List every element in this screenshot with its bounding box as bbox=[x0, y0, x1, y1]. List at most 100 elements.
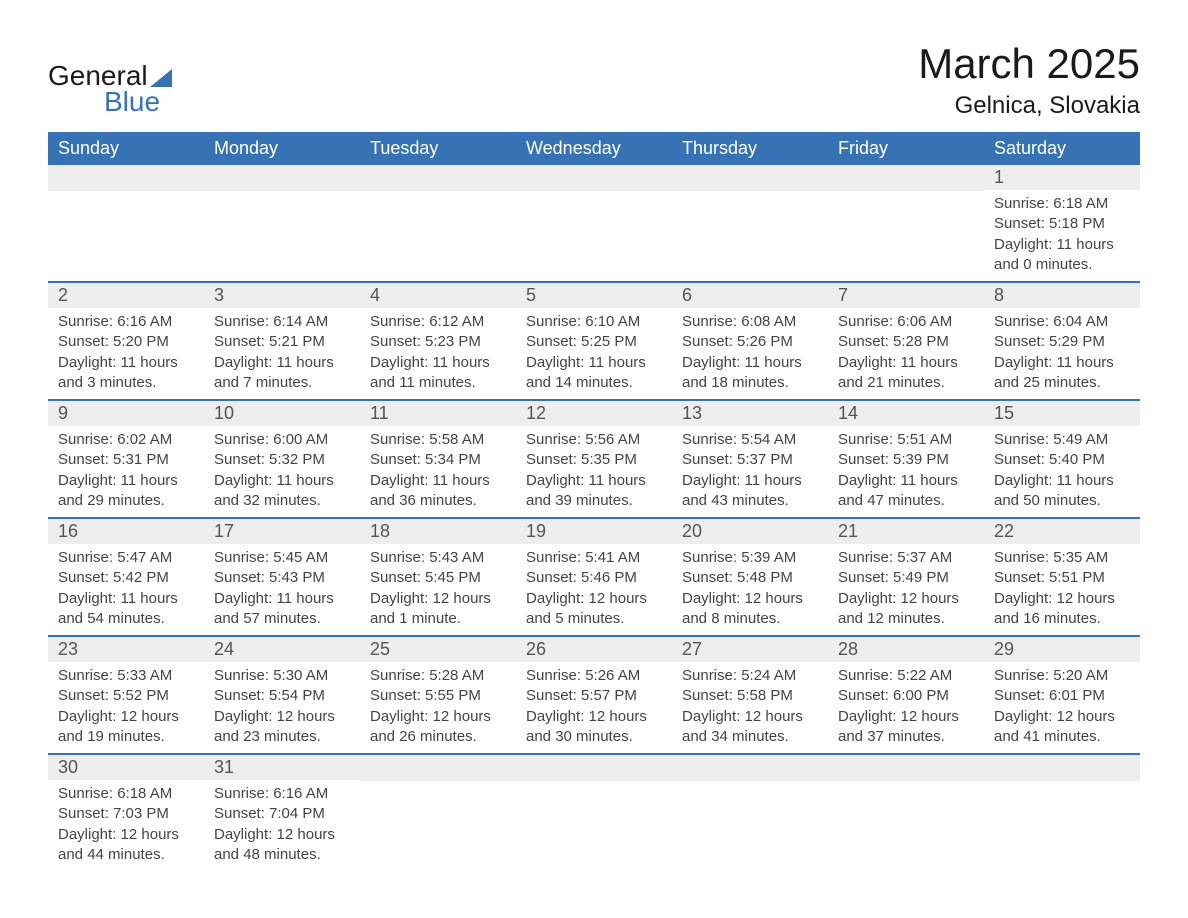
day-details: Sunrise: 5:41 AMSunset: 5:46 PMDaylight:… bbox=[516, 544, 672, 635]
day-cell: 28Sunrise: 5:22 AMSunset: 6:00 PMDayligh… bbox=[828, 636, 984, 754]
day-cell bbox=[360, 754, 516, 871]
day-sunset: Sunset: 5:29 PM bbox=[994, 332, 1130, 352]
logo-triangle-icon bbox=[150, 69, 172, 87]
day-daylight1: Daylight: 12 hours bbox=[58, 707, 194, 727]
day-cell: 10Sunrise: 6:00 AMSunset: 5:32 PMDayligh… bbox=[204, 400, 360, 518]
empty-day-details bbox=[672, 191, 828, 251]
day-number: 10 bbox=[204, 401, 360, 426]
day-daylight2: and 30 minutes. bbox=[526, 727, 662, 747]
day-sunset: Sunset: 7:03 PM bbox=[58, 804, 194, 824]
day-daylight1: Daylight: 12 hours bbox=[58, 825, 194, 845]
empty-day-bar bbox=[984, 755, 1140, 781]
day-daylight2: and 43 minutes. bbox=[682, 491, 818, 511]
day-number: 5 bbox=[516, 283, 672, 308]
day-cell: 9Sunrise: 6:02 AMSunset: 5:31 PMDaylight… bbox=[48, 400, 204, 518]
day-number: 23 bbox=[48, 637, 204, 662]
empty-day-details bbox=[516, 781, 672, 841]
day-daylight2: and 18 minutes. bbox=[682, 373, 818, 393]
day-details: Sunrise: 6:00 AMSunset: 5:32 PMDaylight:… bbox=[204, 426, 360, 517]
empty-day-details bbox=[672, 781, 828, 841]
day-details: Sunrise: 5:33 AMSunset: 5:52 PMDaylight:… bbox=[48, 662, 204, 753]
day-sunrise: Sunrise: 6:08 AM bbox=[682, 312, 818, 332]
week-row: 2Sunrise: 6:16 AMSunset: 5:20 PMDaylight… bbox=[48, 282, 1140, 400]
day-details: Sunrise: 6:16 AMSunset: 5:20 PMDaylight:… bbox=[48, 308, 204, 399]
day-sunrise: Sunrise: 5:47 AM bbox=[58, 548, 194, 568]
day-sunrise: Sunrise: 6:04 AM bbox=[994, 312, 1130, 332]
day-sunrise: Sunrise: 5:33 AM bbox=[58, 666, 194, 686]
day-number: 17 bbox=[204, 519, 360, 544]
day-cell: 8Sunrise: 6:04 AMSunset: 5:29 PMDaylight… bbox=[984, 282, 1140, 400]
day-sunset: Sunset: 5:39 PM bbox=[838, 450, 974, 470]
day-cell: 4Sunrise: 6:12 AMSunset: 5:23 PMDaylight… bbox=[360, 282, 516, 400]
empty-day-bar bbox=[48, 165, 204, 191]
day-sunrise: Sunrise: 5:22 AM bbox=[838, 666, 974, 686]
empty-day-bar bbox=[360, 165, 516, 191]
day-daylight1: Daylight: 11 hours bbox=[58, 471, 194, 491]
calendar-body: 1Sunrise: 6:18 AMSunset: 5:18 PMDaylight… bbox=[48, 165, 1140, 871]
day-details: Sunrise: 6:06 AMSunset: 5:28 PMDaylight:… bbox=[828, 308, 984, 399]
logo-text-blue: Blue bbox=[104, 86, 172, 118]
day-cell: 12Sunrise: 5:56 AMSunset: 5:35 PMDayligh… bbox=[516, 400, 672, 518]
day-header-wednesday: Wednesday bbox=[516, 132, 672, 165]
day-daylight1: Daylight: 12 hours bbox=[838, 707, 974, 727]
week-row: 1Sunrise: 6:18 AMSunset: 5:18 PMDaylight… bbox=[48, 165, 1140, 282]
day-daylight2: and 23 minutes. bbox=[214, 727, 350, 747]
empty-day-bar bbox=[204, 165, 360, 191]
day-daylight2: and 54 minutes. bbox=[58, 609, 194, 629]
empty-day-details bbox=[204, 191, 360, 251]
empty-day-details bbox=[984, 781, 1140, 841]
day-daylight2: and 36 minutes. bbox=[370, 491, 506, 511]
day-cell bbox=[828, 165, 984, 282]
day-sunrise: Sunrise: 5:56 AM bbox=[526, 430, 662, 450]
day-sunrise: Sunrise: 6:16 AM bbox=[58, 312, 194, 332]
day-daylight2: and 37 minutes. bbox=[838, 727, 974, 747]
logo: General Blue bbox=[48, 60, 172, 118]
day-daylight1: Daylight: 12 hours bbox=[526, 589, 662, 609]
day-daylight2: and 44 minutes. bbox=[58, 845, 194, 865]
day-details: Sunrise: 5:47 AMSunset: 5:42 PMDaylight:… bbox=[48, 544, 204, 635]
empty-day-bar bbox=[672, 165, 828, 191]
day-sunrise: Sunrise: 6:00 AM bbox=[214, 430, 350, 450]
day-cell: 19Sunrise: 5:41 AMSunset: 5:46 PMDayligh… bbox=[516, 518, 672, 636]
week-row: 23Sunrise: 5:33 AMSunset: 5:52 PMDayligh… bbox=[48, 636, 1140, 754]
day-sunset: Sunset: 6:00 PM bbox=[838, 686, 974, 706]
day-cell: 29Sunrise: 5:20 AMSunset: 6:01 PMDayligh… bbox=[984, 636, 1140, 754]
empty-day-details bbox=[360, 781, 516, 841]
day-cell bbox=[516, 754, 672, 871]
day-daylight1: Daylight: 12 hours bbox=[214, 707, 350, 727]
day-daylight1: Daylight: 12 hours bbox=[370, 707, 506, 727]
day-sunset: Sunset: 7:04 PM bbox=[214, 804, 350, 824]
day-number: 1 bbox=[984, 165, 1140, 190]
day-number: 25 bbox=[360, 637, 516, 662]
empty-day-details bbox=[48, 191, 204, 251]
day-sunrise: Sunrise: 5:54 AM bbox=[682, 430, 818, 450]
day-sunrise: Sunrise: 6:16 AM bbox=[214, 784, 350, 804]
day-daylight2: and 0 minutes. bbox=[994, 255, 1130, 275]
day-daylight1: Daylight: 12 hours bbox=[838, 589, 974, 609]
day-number: 30 bbox=[48, 755, 204, 780]
day-daylight2: and 29 minutes. bbox=[58, 491, 194, 511]
day-sunset: Sunset: 5:34 PM bbox=[370, 450, 506, 470]
day-daylight1: Daylight: 12 hours bbox=[370, 589, 506, 609]
day-sunrise: Sunrise: 5:58 AM bbox=[370, 430, 506, 450]
day-details: Sunrise: 5:35 AMSunset: 5:51 PMDaylight:… bbox=[984, 544, 1140, 635]
day-daylight2: and 26 minutes. bbox=[370, 727, 506, 747]
day-daylight1: Daylight: 12 hours bbox=[682, 707, 818, 727]
day-daylight1: Daylight: 11 hours bbox=[370, 353, 506, 373]
day-details: Sunrise: 5:22 AMSunset: 6:00 PMDaylight:… bbox=[828, 662, 984, 753]
day-details: Sunrise: 5:20 AMSunset: 6:01 PMDaylight:… bbox=[984, 662, 1140, 753]
day-cell: 7Sunrise: 6:06 AMSunset: 5:28 PMDaylight… bbox=[828, 282, 984, 400]
day-cell: 15Sunrise: 5:49 AMSunset: 5:40 PMDayligh… bbox=[984, 400, 1140, 518]
day-sunset: Sunset: 5:35 PM bbox=[526, 450, 662, 470]
day-daylight2: and 12 minutes. bbox=[838, 609, 974, 629]
day-cell bbox=[672, 165, 828, 282]
header: General Blue March 2025 Gelnica, Slovaki… bbox=[48, 40, 1140, 120]
empty-day-details bbox=[360, 191, 516, 251]
day-sunset: Sunset: 5:31 PM bbox=[58, 450, 194, 470]
day-number: 16 bbox=[48, 519, 204, 544]
day-daylight2: and 50 minutes. bbox=[994, 491, 1130, 511]
day-details: Sunrise: 6:14 AMSunset: 5:21 PMDaylight:… bbox=[204, 308, 360, 399]
day-cell: 5Sunrise: 6:10 AMSunset: 5:25 PMDaylight… bbox=[516, 282, 672, 400]
day-daylight1: Daylight: 11 hours bbox=[58, 353, 194, 373]
day-cell: 1Sunrise: 6:18 AMSunset: 5:18 PMDaylight… bbox=[984, 165, 1140, 282]
